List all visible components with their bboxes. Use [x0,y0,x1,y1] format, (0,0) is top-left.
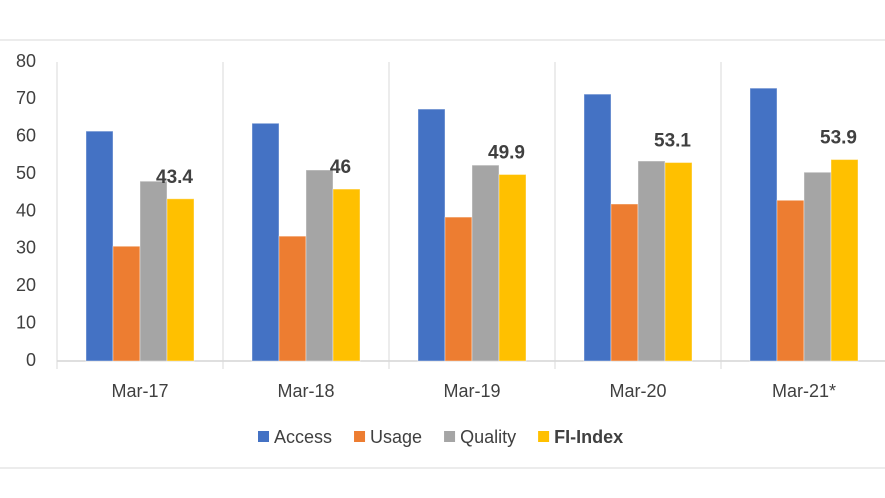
y-tick-label: 50 [16,163,36,183]
bar [332,188,361,362]
y-tick-label: 20 [16,275,36,295]
data-label: 53.9 [820,128,857,149]
bar [610,203,639,362]
y-tick-label: 40 [16,200,36,220]
bar [583,93,612,362]
y-tick-label: 30 [16,238,36,258]
data-label: 43.4 [156,167,193,188]
legend-label: FI-Index [554,427,623,447]
bar [830,159,859,362]
bar [637,160,666,362]
legend-swatch [444,431,456,442]
y-tick-label: 0 [26,350,36,370]
bar [664,162,693,362]
bar [305,169,334,362]
data-label: 53.1 [654,131,691,152]
bar [471,164,500,362]
bar [417,108,446,362]
bar [278,235,307,362]
x-tick-label: Mar-18 [277,381,334,401]
x-tick-label: Mar-20 [609,381,666,401]
bar [112,245,141,362]
legend-label: Quality [460,427,516,447]
data-label: 49.9 [488,143,525,164]
bar [776,199,805,362]
legend-swatch [354,431,366,442]
bar [139,180,168,362]
y-tick-label: 60 [16,126,36,146]
y-tick-label: 80 [16,51,36,71]
x-tick-label: Mar-17 [111,381,168,401]
legend-label: Usage [370,427,422,447]
y-tick-label: 10 [16,312,36,332]
bar [749,87,778,362]
legend-swatch [258,431,269,442]
x-tick-label: Mar-19 [443,381,500,401]
bar [166,198,195,362]
y-tick-label: 70 [16,88,36,108]
bar [251,122,280,362]
data-label: 46 [330,157,351,178]
legend-swatch [538,431,550,442]
bar [444,216,473,362]
bar [803,171,832,362]
bar [85,130,114,362]
legend-label: Access [274,427,332,447]
x-tick-label: Mar-21* [772,381,836,401]
bar [498,173,527,362]
